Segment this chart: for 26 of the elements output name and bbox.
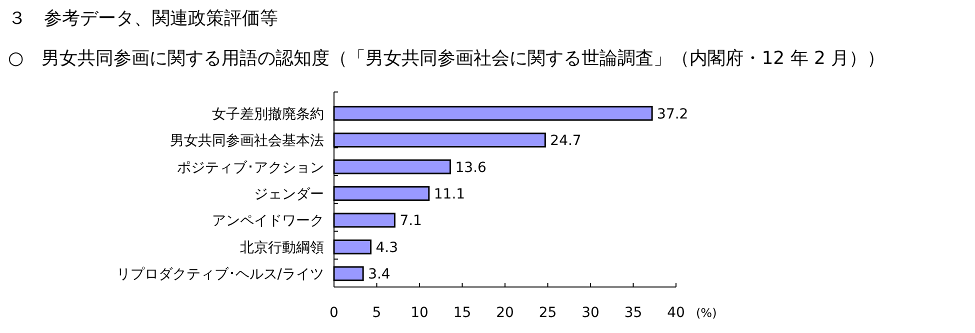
data-label: 3.4 bbox=[368, 266, 390, 283]
y-tick-label: アンペイドワーク bbox=[212, 213, 324, 230]
chart-subtitle: ○ 男女共同参画に関する用語の認知度（「男女共同参画社会に関する世論調査」（内閣府・12 年 2 月）） bbox=[8, 48, 886, 69]
x-tick-label: 20 bbox=[496, 305, 514, 321]
x-tick-label: 0 bbox=[330, 305, 338, 321]
text: ３ 参考データ、関連政策評価等 bbox=[8, 8, 278, 29]
x-tick-label: 10 bbox=[410, 305, 428, 321]
data-label: 4.3 bbox=[376, 240, 398, 256]
y-tick-label: ジェンダー bbox=[254, 186, 324, 202]
x-axis-title: (%) bbox=[696, 306, 717, 320]
x-tick-label: 5 bbox=[372, 305, 382, 321]
y-tick-label: リプロダクティブ･ヘルス/ライツ bbox=[116, 266, 324, 283]
y-tick-label: 女子差別撤廃条約 bbox=[212, 106, 324, 122]
x-tick-label: 35 bbox=[624, 305, 642, 321]
y-tick-label: ポジティブ･アクション bbox=[177, 160, 324, 176]
x-tick-label: 15 bbox=[453, 305, 472, 321]
x-tick-label: 40 bbox=[667, 305, 685, 321]
y-tick-label: 北京行動綱領 bbox=[240, 240, 324, 256]
data-label: 13.6 bbox=[455, 160, 487, 176]
x-tick-label: 30 bbox=[582, 305, 600, 321]
data-label: 24.7 bbox=[550, 133, 582, 150]
data-label: 11.1 bbox=[434, 186, 466, 202]
data-label: 7.1 bbox=[400, 213, 422, 230]
x-tick-label: 25 bbox=[538, 305, 557, 321]
y-tick-label: 男女共同参画社会基本法 bbox=[170, 133, 324, 150]
data-label: 37.2 bbox=[657, 106, 688, 122]
